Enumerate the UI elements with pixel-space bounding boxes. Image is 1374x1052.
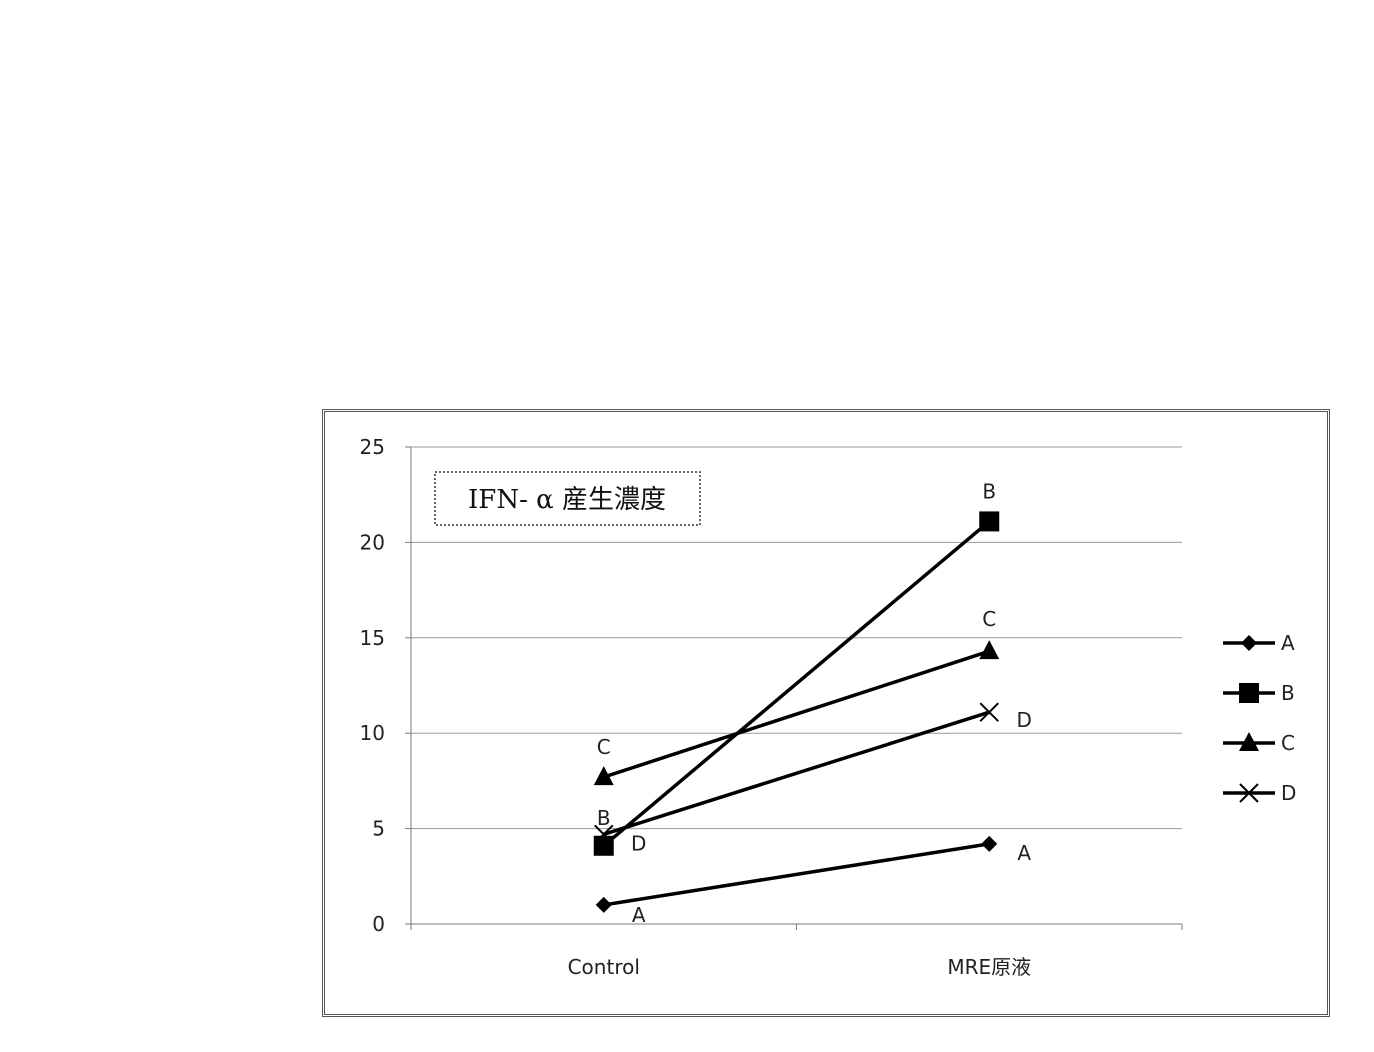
chart-frame: 0 5 10 15 20 25 Control MRE原液 A A B B C C D D IFN- α 産生濃… bbox=[322, 409, 1330, 1017]
chart-title-border bbox=[434, 471, 701, 526]
series-line-C bbox=[603, 649, 990, 779]
legend-marker-C bbox=[1239, 732, 1259, 751]
y-tick-label: 25 bbox=[360, 435, 385, 459]
legend-marker-C-shape bbox=[1239, 732, 1259, 751]
legend-item-A: A bbox=[1223, 631, 1295, 655]
y-tick-label: 15 bbox=[360, 626, 385, 650]
y-tick-label: 5 bbox=[372, 817, 385, 841]
legend-marker-B bbox=[1239, 683, 1259, 703]
legend-marker-D bbox=[1239, 783, 1259, 803]
x-tick-label: MRE原液 bbox=[947, 955, 1031, 979]
data-label-A: A bbox=[1017, 841, 1031, 865]
legend-label: A bbox=[1281, 631, 1295, 655]
data-label-D: D bbox=[631, 831, 646, 855]
legend-marker-D-stroke bbox=[1239, 783, 1259, 803]
legend-item-B: B bbox=[1223, 681, 1295, 705]
data-label-B: B bbox=[982, 479, 996, 503]
data-point-B bbox=[593, 835, 614, 856]
legend-marker-A-shape bbox=[1241, 635, 1257, 651]
data-point-B-shape bbox=[979, 511, 1000, 532]
chart-title: IFN- α 産生濃度 bbox=[468, 485, 666, 515]
data-label-A: A bbox=[632, 903, 646, 927]
series-line-B bbox=[602, 520, 991, 848]
data-label-D: D bbox=[1017, 708, 1032, 732]
data-point-A-shape bbox=[981, 835, 998, 852]
data-label-C: C bbox=[597, 735, 611, 759]
legend-marker-A bbox=[1241, 635, 1257, 651]
data-point-D-stroke bbox=[979, 702, 999, 722]
y-tick-label: 0 bbox=[372, 912, 385, 936]
data-point-B bbox=[979, 511, 1000, 532]
line-chart: 0 5 10 15 20 25 Control MRE原液 A A B B C C D D IFN- α 産生濃… bbox=[360, 435, 1297, 979]
legend-label: B bbox=[1281, 681, 1295, 705]
data-point-D bbox=[594, 824, 614, 845]
series-line-D bbox=[603, 710, 990, 836]
data-point-A-shape bbox=[595, 896, 612, 913]
data-point-A bbox=[981, 835, 998, 852]
data-point-D-stroke bbox=[594, 824, 614, 845]
x-tick-label: Control bbox=[568, 955, 640, 979]
legend-item-D: D bbox=[1223, 781, 1296, 805]
data-point-C-shape bbox=[593, 766, 614, 786]
chart-title-box: IFN- α 産生濃度 bbox=[434, 471, 701, 526]
data-point-D bbox=[979, 702, 999, 722]
series-line-A bbox=[603, 842, 990, 907]
data-point-C bbox=[593, 766, 614, 786]
legend-label: D bbox=[1281, 781, 1296, 805]
y-tick-label: 20 bbox=[360, 530, 385, 554]
data-label-B: B bbox=[597, 806, 611, 830]
legend-marker-B-shape bbox=[1239, 683, 1259, 703]
legend-item-C: C bbox=[1223, 731, 1295, 755]
data-point-B-shape bbox=[593, 835, 614, 856]
legend-label: C bbox=[1281, 731, 1295, 755]
data-label-C: C bbox=[982, 607, 996, 631]
data-point-C bbox=[979, 640, 1000, 660]
data-point-C-shape bbox=[979, 640, 1000, 660]
data-point-A bbox=[595, 896, 612, 913]
y-tick-label: 10 bbox=[360, 721, 385, 745]
